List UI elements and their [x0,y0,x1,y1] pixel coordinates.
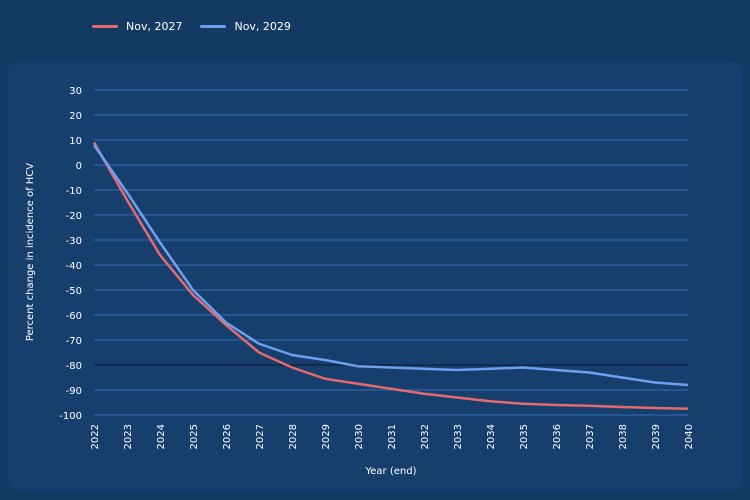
x-tick-label: 2039 [651,424,662,449]
x-tick-label: 2037 [585,424,596,449]
x-tick-label: 2032 [420,424,431,449]
chart-panel [8,61,742,490]
y-tick-label: -50 [66,286,82,297]
legend-label: Nov, 2029 [234,20,291,33]
y-tick-label: -10 [66,186,82,197]
legend-swatch [92,25,118,28]
x-tick-label: 2028 [288,424,299,449]
series-line [92,141,689,410]
legend-label: Nov, 2027 [126,20,183,33]
x-tick-label: 2025 [189,424,200,449]
legend-swatch [200,25,227,28]
y-tick-label: -60 [66,311,82,322]
x-tick-label: 2031 [387,424,398,449]
x-tick-label: 2027 [255,424,266,449]
x-tick-label: 2023 [123,424,134,449]
x-tick-label: 2026 [222,424,233,449]
x-tick-label: 2030 [354,424,365,449]
x-tick-label: 2033 [453,424,464,449]
x-axis-label: Year (end) [365,466,417,477]
x-tick-label: 2024 [156,424,167,449]
x-tick-label: 2034 [486,424,497,449]
y-tick-label: -70 [66,336,82,347]
y-tick-label: 10 [69,136,82,147]
legend-item-nov-2029[interactable]: Nov, 2029 [200,20,291,33]
x-tick-label: 2022 [90,424,101,449]
x-tick-label: 2040 [684,424,695,449]
y-tick-label: -90 [66,386,82,397]
legend: Nov, 2027 Nov, 2029 [92,20,291,33]
legend-item-nov-2027[interactable]: Nov, 2027 [92,20,182,33]
y-tick-label: -40 [66,261,82,272]
x-tick-label: 2036 [552,424,563,449]
y-tick-label: 20 [69,111,82,122]
y-tick-label: 0 [76,161,82,172]
x-tick-label: 2038 [618,424,629,449]
y-tick-label: 30 [69,86,82,97]
x-tick-label: 2035 [519,424,530,449]
y-tick-label: -100 [59,411,82,422]
y-axis-label: Percent change in incidence of HCV [25,163,36,341]
x-tick-label: 2029 [321,424,332,449]
y-tick-label: -30 [66,236,82,247]
y-tick-label: -80 [66,361,82,372]
y-tick-label: -20 [66,211,82,222]
series-line [92,144,689,387]
